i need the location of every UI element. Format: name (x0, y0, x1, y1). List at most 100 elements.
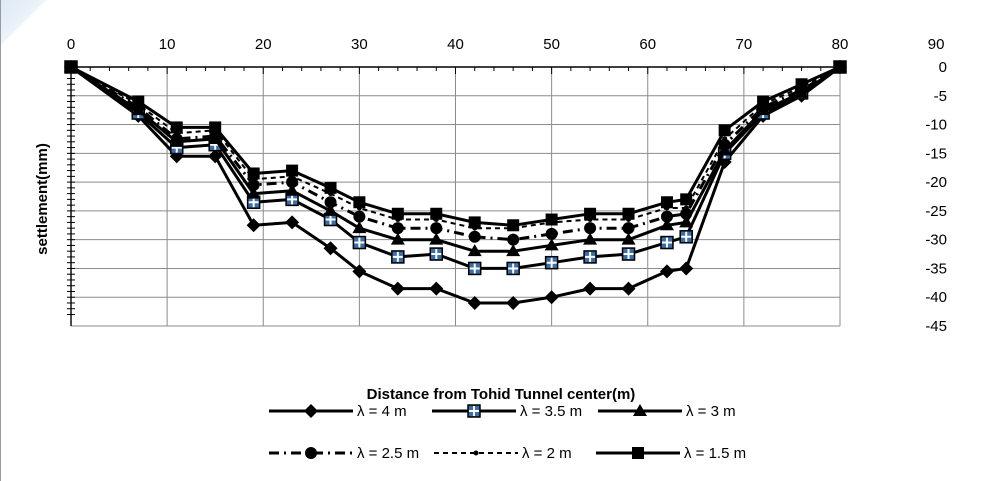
data-point (390, 232, 405, 245)
data-point (622, 222, 635, 235)
y-tick-label: -20 (925, 174, 947, 191)
data-point (352, 235, 367, 250)
data-point (660, 210, 673, 223)
data-point (621, 247, 636, 261)
y-tick-label: -5 (934, 88, 947, 105)
marker-cross (248, 197, 259, 208)
data-point (353, 210, 366, 223)
data-point (352, 264, 367, 279)
legend-label: λ = 3.5 m (520, 403, 582, 420)
marker-cross (392, 251, 403, 262)
grid-lines (71, 67, 841, 327)
data-point (170, 132, 183, 145)
marker-cross (623, 249, 634, 260)
data-point (659, 264, 674, 279)
data-point (323, 203, 338, 216)
data-point (795, 78, 808, 91)
legend-item: λ = 3 m (598, 403, 736, 420)
y-tick-label: -35 (925, 260, 947, 277)
data-point (323, 241, 338, 256)
data-point (391, 222, 404, 235)
x-tick-label: 20 (255, 36, 272, 53)
marker-cross (469, 263, 480, 274)
data-point (246, 186, 261, 199)
y-tick-label: -30 (925, 232, 947, 249)
data-point (583, 250, 597, 264)
data-point (583, 232, 598, 245)
data-point (757, 95, 770, 108)
legend-item: λ = 3.5 m (432, 403, 582, 420)
y-tick-label: -45 (925, 318, 947, 335)
legend-item: λ = 2.5 m (269, 445, 419, 462)
data-point (679, 215, 694, 228)
data-point (468, 216, 481, 229)
marker-cross (325, 214, 336, 225)
marker-cross (354, 237, 365, 248)
data-point (834, 61, 846, 73)
data-point (247, 167, 260, 180)
x-tick-label: 0 (67, 36, 75, 53)
data-point (246, 195, 261, 210)
axes (67, 66, 841, 326)
y-axis-title: settlement(mm) (34, 143, 51, 255)
y-tick-label: -25 (925, 203, 947, 220)
data-point (680, 207, 693, 220)
data-point (660, 235, 674, 250)
data-point (544, 255, 559, 270)
marker-cross (681, 231, 692, 242)
data-point (679, 230, 693, 244)
data-point (545, 227, 558, 240)
corner-decoration (0, 0, 46, 46)
marker-cross (661, 237, 672, 248)
legend-marker (467, 404, 481, 418)
data-point (660, 196, 673, 209)
data-point (544, 290, 559, 305)
data-point (65, 61, 77, 73)
y-tick-labels: 0 -5 -10 -15 -20 -25 -30 -35 -40 -45 (925, 59, 947, 335)
data-point (683, 205, 689, 211)
data-point (467, 295, 482, 310)
y-tick-label: 0 (939, 59, 947, 76)
x-tick-label: 80 (832, 36, 849, 53)
x-tick-label: 90 (928, 36, 945, 53)
legend-label: λ = 4 m (357, 403, 407, 420)
legend-label: λ = 2.5 m (357, 445, 419, 462)
data-point (132, 95, 145, 108)
data-point (391, 250, 405, 264)
data-point (430, 207, 443, 220)
data-point (285, 215, 300, 230)
data-point (545, 213, 558, 226)
x-tick-label: 60 (639, 36, 656, 53)
marker-cross (287, 194, 298, 205)
legend-item: λ = 1.5 m (596, 445, 746, 462)
data-point (622, 207, 635, 220)
data-point (467, 244, 482, 257)
data-point (430, 222, 443, 235)
data-point (680, 193, 693, 206)
y-tick-label: -15 (925, 145, 947, 162)
data-point (621, 232, 636, 245)
x-tick-label: 40 (447, 36, 464, 53)
marker-cross (585, 251, 596, 262)
data-point (391, 207, 404, 220)
x-tick-label: 30 (351, 36, 368, 53)
x-tick-label: 10 (159, 36, 176, 53)
x-tick-label: 70 (736, 36, 753, 53)
marker-cross (431, 249, 442, 260)
legend-marker (633, 404, 647, 416)
marker-cross (469, 406, 479, 416)
data-point (718, 138, 731, 151)
series-6 (65, 61, 846, 232)
data-point (324, 181, 337, 194)
data-point (506, 295, 521, 310)
series-line (70, 66, 841, 230)
data-point (659, 218, 674, 231)
marker-cross (546, 257, 557, 268)
data-point (247, 178, 260, 191)
data-point (468, 230, 481, 243)
data-point (429, 247, 444, 261)
data-point (352, 221, 367, 234)
y-tick-label: -10 (925, 117, 947, 134)
data-point (722, 136, 728, 142)
data-point (285, 183, 300, 196)
